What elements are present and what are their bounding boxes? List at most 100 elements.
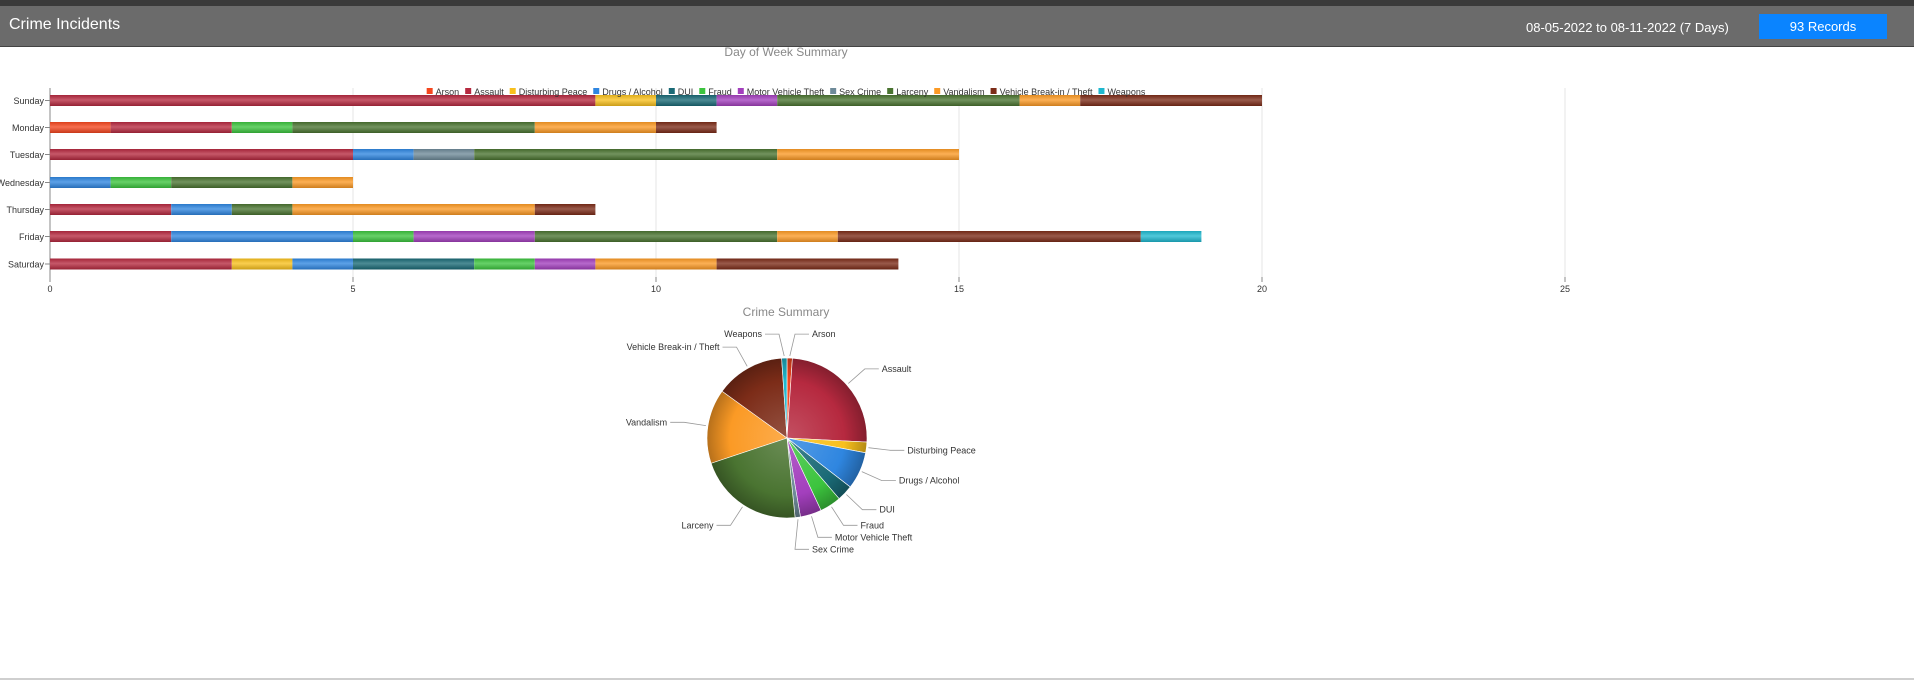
legend-label: Motor Vehicle Theft <box>747 87 825 97</box>
pie-connector <box>811 516 832 538</box>
bar-saturday-dui[interactable] <box>353 258 475 270</box>
pie-slice-assault[interactable] <box>786 357 868 443</box>
records-button[interactable]: 93 Records <box>1759 14 1887 39</box>
legend-item-motor-vehicle-theft[interactable]: Motor Vehicle Theft <box>737 87 825 97</box>
pie-connector <box>861 471 896 482</box>
legend-item-disturbing-peace[interactable]: Disturbing Peace <box>509 87 588 97</box>
bar-saturday-vandalism[interactable] <box>595 258 717 270</box>
legend-item-vandalism[interactable]: Vandalism <box>934 87 985 97</box>
bar-tuesday-drugs-alcohol[interactable] <box>353 149 414 160</box>
pie-slice-weapons[interactable] <box>781 357 788 439</box>
legend-swatch <box>509 88 516 94</box>
bar-tuesday-vandalism[interactable] <box>777 149 959 160</box>
bar-friday-vehicle-break-in-theft[interactable] <box>837 231 1141 242</box>
bar-friday-assault[interactable] <box>50 231 172 242</box>
bar-monday-vehicle-break-in-theft[interactable] <box>656 122 717 133</box>
pie-connector <box>789 333 809 357</box>
bar-saturday-drugs-alcohol[interactable] <box>292 258 353 270</box>
pie-label-larceny: Larceny <box>681 520 714 530</box>
legend-label: DUI <box>678 87 694 97</box>
legend-swatch <box>934 88 941 94</box>
bar-saturday-motor-vehicle-theft[interactable] <box>534 258 596 270</box>
legend-swatch <box>668 88 675 94</box>
legend-item-arson[interactable]: Arson <box>426 87 460 97</box>
crime-summary-chart: Crime Summary Arson Assault Disturbing Peac… <box>626 305 976 554</box>
legend-label: Assault <box>474 87 504 97</box>
bar-tuesday-assault[interactable] <box>50 149 353 160</box>
pie-label-motor-vehicle-theft: Motor Vehicle Theft <box>835 532 913 542</box>
x-tick-label: 25 <box>1560 284 1570 294</box>
pie-connector <box>670 421 706 426</box>
legend-item-weapons[interactable]: Weapons <box>1098 87 1146 97</box>
pie-slice-vehicle-break-in-theft[interactable] <box>721 357 788 439</box>
bar-friday-fraud[interactable] <box>353 231 414 242</box>
legend-swatch <box>830 88 837 94</box>
page-title: Crime Incidents <box>9 16 121 33</box>
x-tick-label: 10 <box>651 284 661 294</box>
legend-label: Weapons <box>1107 87 1145 97</box>
bar-sunday-disturbing-peace[interactable] <box>595 95 656 106</box>
bar-chart-title: Day of Week Summary <box>724 45 847 59</box>
bar-sunday-vandalism[interactable] <box>1019 95 1081 106</box>
app-header: Crime Incidents 08-05-2022 to 08-11-2022… <box>0 6 1914 47</box>
bar-wednesday-vandalism[interactable] <box>292 177 353 188</box>
bar-thursday-vandalism[interactable] <box>292 204 535 215</box>
date-range-label: 08-05-2022 to 08-11-2022 (7 Days) <box>1526 20 1729 35</box>
bar-friday-weapons[interactable] <box>1140 231 1202 242</box>
legend-label: Arson <box>436 87 460 97</box>
pie-label-vandalism: Vandalism <box>626 417 667 427</box>
legend-item-sex-crime[interactable]: Sex Crime <box>830 87 881 97</box>
bar-saturday-fraud[interactable] <box>474 258 535 270</box>
pie-slice-larceny[interactable] <box>710 437 796 519</box>
pie-connector <box>765 333 785 357</box>
legend-item-dui[interactable]: DUI <box>668 87 694 97</box>
bar-saturday-vehicle-break-in-theft[interactable] <box>716 258 899 270</box>
bar-friday-larceny[interactable] <box>534 231 778 242</box>
bar-sunday-larceny[interactable] <box>777 95 1020 106</box>
bar-monday-fraud[interactable] <box>231 122 293 133</box>
bar-friday-vandalism[interactable] <box>777 231 838 242</box>
legend-item-larceny[interactable]: Larceny <box>887 87 929 97</box>
bar-saturday-assault[interactable] <box>50 258 232 270</box>
pie-connector <box>848 368 879 384</box>
legend-item-vehicle-break-in-theft[interactable]: Vehicle Break-in / Theft <box>990 87 1093 97</box>
bar-tuesday-larceny[interactable] <box>474 149 778 160</box>
bar-friday-drugs-alcohol[interactable] <box>171 231 353 242</box>
bar-thursday-drugs-alcohol[interactable] <box>171 204 232 215</box>
legend-swatch <box>426 88 433 94</box>
pie-label-fraud: Fraud <box>860 520 884 530</box>
bar-friday-motor-vehicle-theft[interactable] <box>413 231 535 242</box>
bar-monday-vandalism[interactable] <box>534 122 656 133</box>
bar-thursday-assault[interactable] <box>50 204 172 215</box>
legend-item-drugs-alcohol[interactable]: Drugs / Alcohol <box>593 87 663 97</box>
bar-monday-larceny[interactable] <box>292 122 535 133</box>
pie-connector <box>716 506 743 526</box>
bar-sunday-dui[interactable] <box>656 95 717 106</box>
pie-label-arson: Arson <box>812 329 836 339</box>
category-label-monday: Monday <box>12 123 45 133</box>
legend-item-assault[interactable]: Assault <box>465 87 504 97</box>
pie-slice-vandalism[interactable] <box>706 390 788 464</box>
bar-sunday-vehicle-break-in-theft[interactable] <box>1080 95 1262 106</box>
bar-wednesday-fraud[interactable] <box>110 177 172 188</box>
bar-saturday-disturbing-peace[interactable] <box>231 258 293 270</box>
bar-monday-arson[interactable] <box>50 122 111 133</box>
bar-thursday-vehicle-break-in-theft[interactable] <box>534 204 596 215</box>
pie-label-dui: DUI <box>879 505 895 515</box>
bar-wednesday-larceny[interactable] <box>171 177 293 188</box>
bar-tuesday-sex-crime[interactable] <box>413 149 475 160</box>
category-label-thursday: Thursday <box>6 205 44 215</box>
bar-thursday-larceny[interactable] <box>231 204 293 215</box>
bar-sunday-motor-vehicle-theft[interactable] <box>716 95 778 106</box>
x-tick-label: 15 <box>954 284 964 294</box>
legend-item-fraud[interactable]: Fraud <box>699 87 732 97</box>
legend-label: Vandalism <box>943 87 984 97</box>
bar-monday-assault[interactable] <box>110 122 232 133</box>
legend-label: Vehicle Break-in / Theft <box>1000 87 1093 97</box>
bar-sunday-assault[interactable] <box>50 95 596 106</box>
pie-connector <box>722 346 748 367</box>
bar-wednesday-drugs-alcohol[interactable] <box>50 177 111 188</box>
pie-label-weapons: Weapons <box>724 329 762 339</box>
category-label-sunday: Sunday <box>13 96 44 106</box>
